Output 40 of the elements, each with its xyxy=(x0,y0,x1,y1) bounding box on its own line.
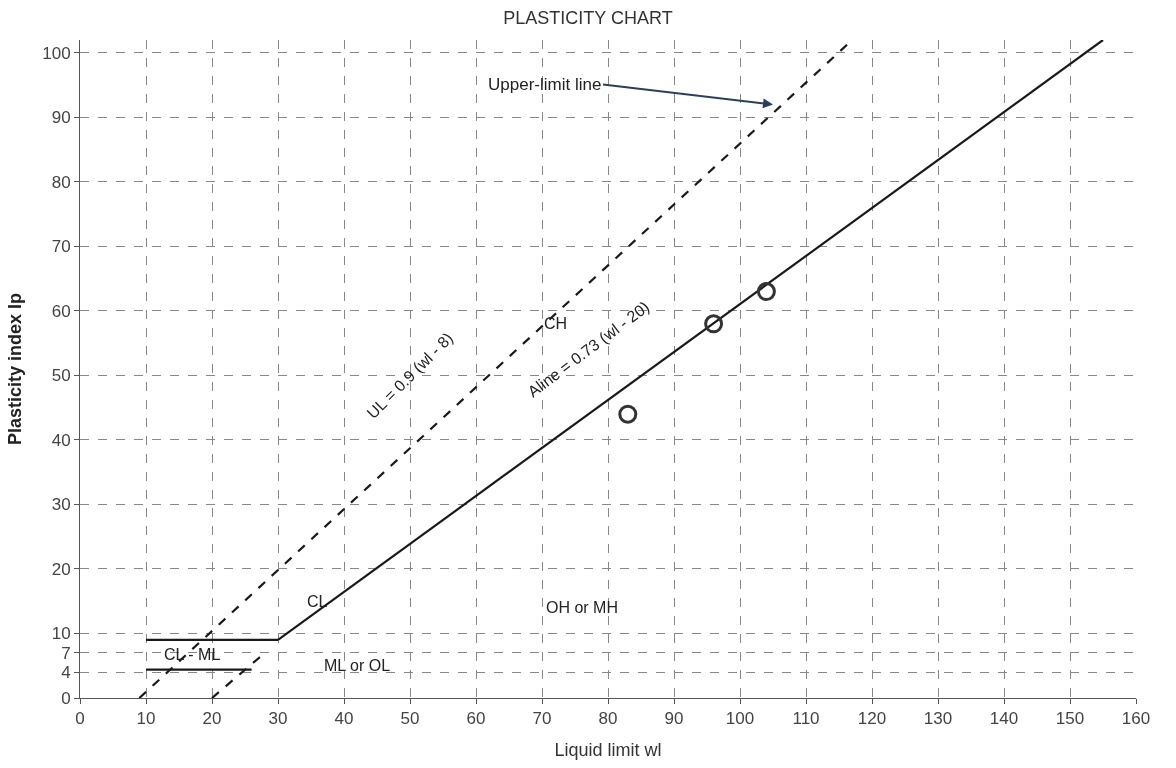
annotation: Upper-limit line xyxy=(488,75,602,94)
x-tick-label: 30 xyxy=(268,709,288,729)
annotation: CH xyxy=(544,315,568,332)
y-tick-label: 10 xyxy=(51,624,71,644)
annotation: CL - ML xyxy=(164,646,221,663)
x-tick-label: 0 xyxy=(75,709,85,729)
x-tick-label: 90 xyxy=(664,709,684,729)
x-tick-label: 160 xyxy=(1121,709,1151,729)
annotation: UL = 0.9 (wl - 8) xyxy=(363,329,457,422)
y-tick-label: 80 xyxy=(51,172,71,192)
x-tick-label: 150 xyxy=(1055,709,1085,729)
x-tick-label: 20 xyxy=(202,709,222,729)
y-tick-label: 7 xyxy=(61,643,71,663)
y-tick-label: 30 xyxy=(51,495,71,515)
y-axis-title: Plasticity index Ip xyxy=(5,292,26,446)
y-tick-label: 100 xyxy=(42,43,71,63)
x-tick-label: 120 xyxy=(857,709,887,729)
y-tick-label: 60 xyxy=(51,301,71,321)
x-tick-label: 110 xyxy=(792,709,820,729)
x-tick-label: 140 xyxy=(989,709,1019,729)
x-tick-label: 100 xyxy=(725,709,755,729)
y-tick-label: 0 xyxy=(61,688,71,708)
x-tick-label: 70 xyxy=(532,709,552,729)
x-tick-label: 60 xyxy=(466,709,486,729)
y-tick-label: 70 xyxy=(51,237,71,257)
y-tick-label: 50 xyxy=(51,366,71,386)
x-axis-title: Liquid limit wl xyxy=(554,739,662,760)
annotation: OH or MH xyxy=(546,599,618,616)
x-tick-label: 50 xyxy=(400,709,420,729)
annotation: ML or OL xyxy=(324,657,391,674)
y-tick-label: 90 xyxy=(51,108,71,128)
x-tick-label: 130 xyxy=(923,709,953,729)
y-tick-label: 40 xyxy=(51,430,71,450)
annotation: CL xyxy=(307,593,328,610)
x-tick-label: 80 xyxy=(598,709,618,729)
y-tick-label: 4 xyxy=(61,663,71,683)
x-tick-label: 10 xyxy=(136,709,156,729)
chart-title: PLASTICITY CHART xyxy=(503,8,673,29)
y-tick-label: 20 xyxy=(51,559,71,579)
x-tick-label: 40 xyxy=(334,709,354,729)
